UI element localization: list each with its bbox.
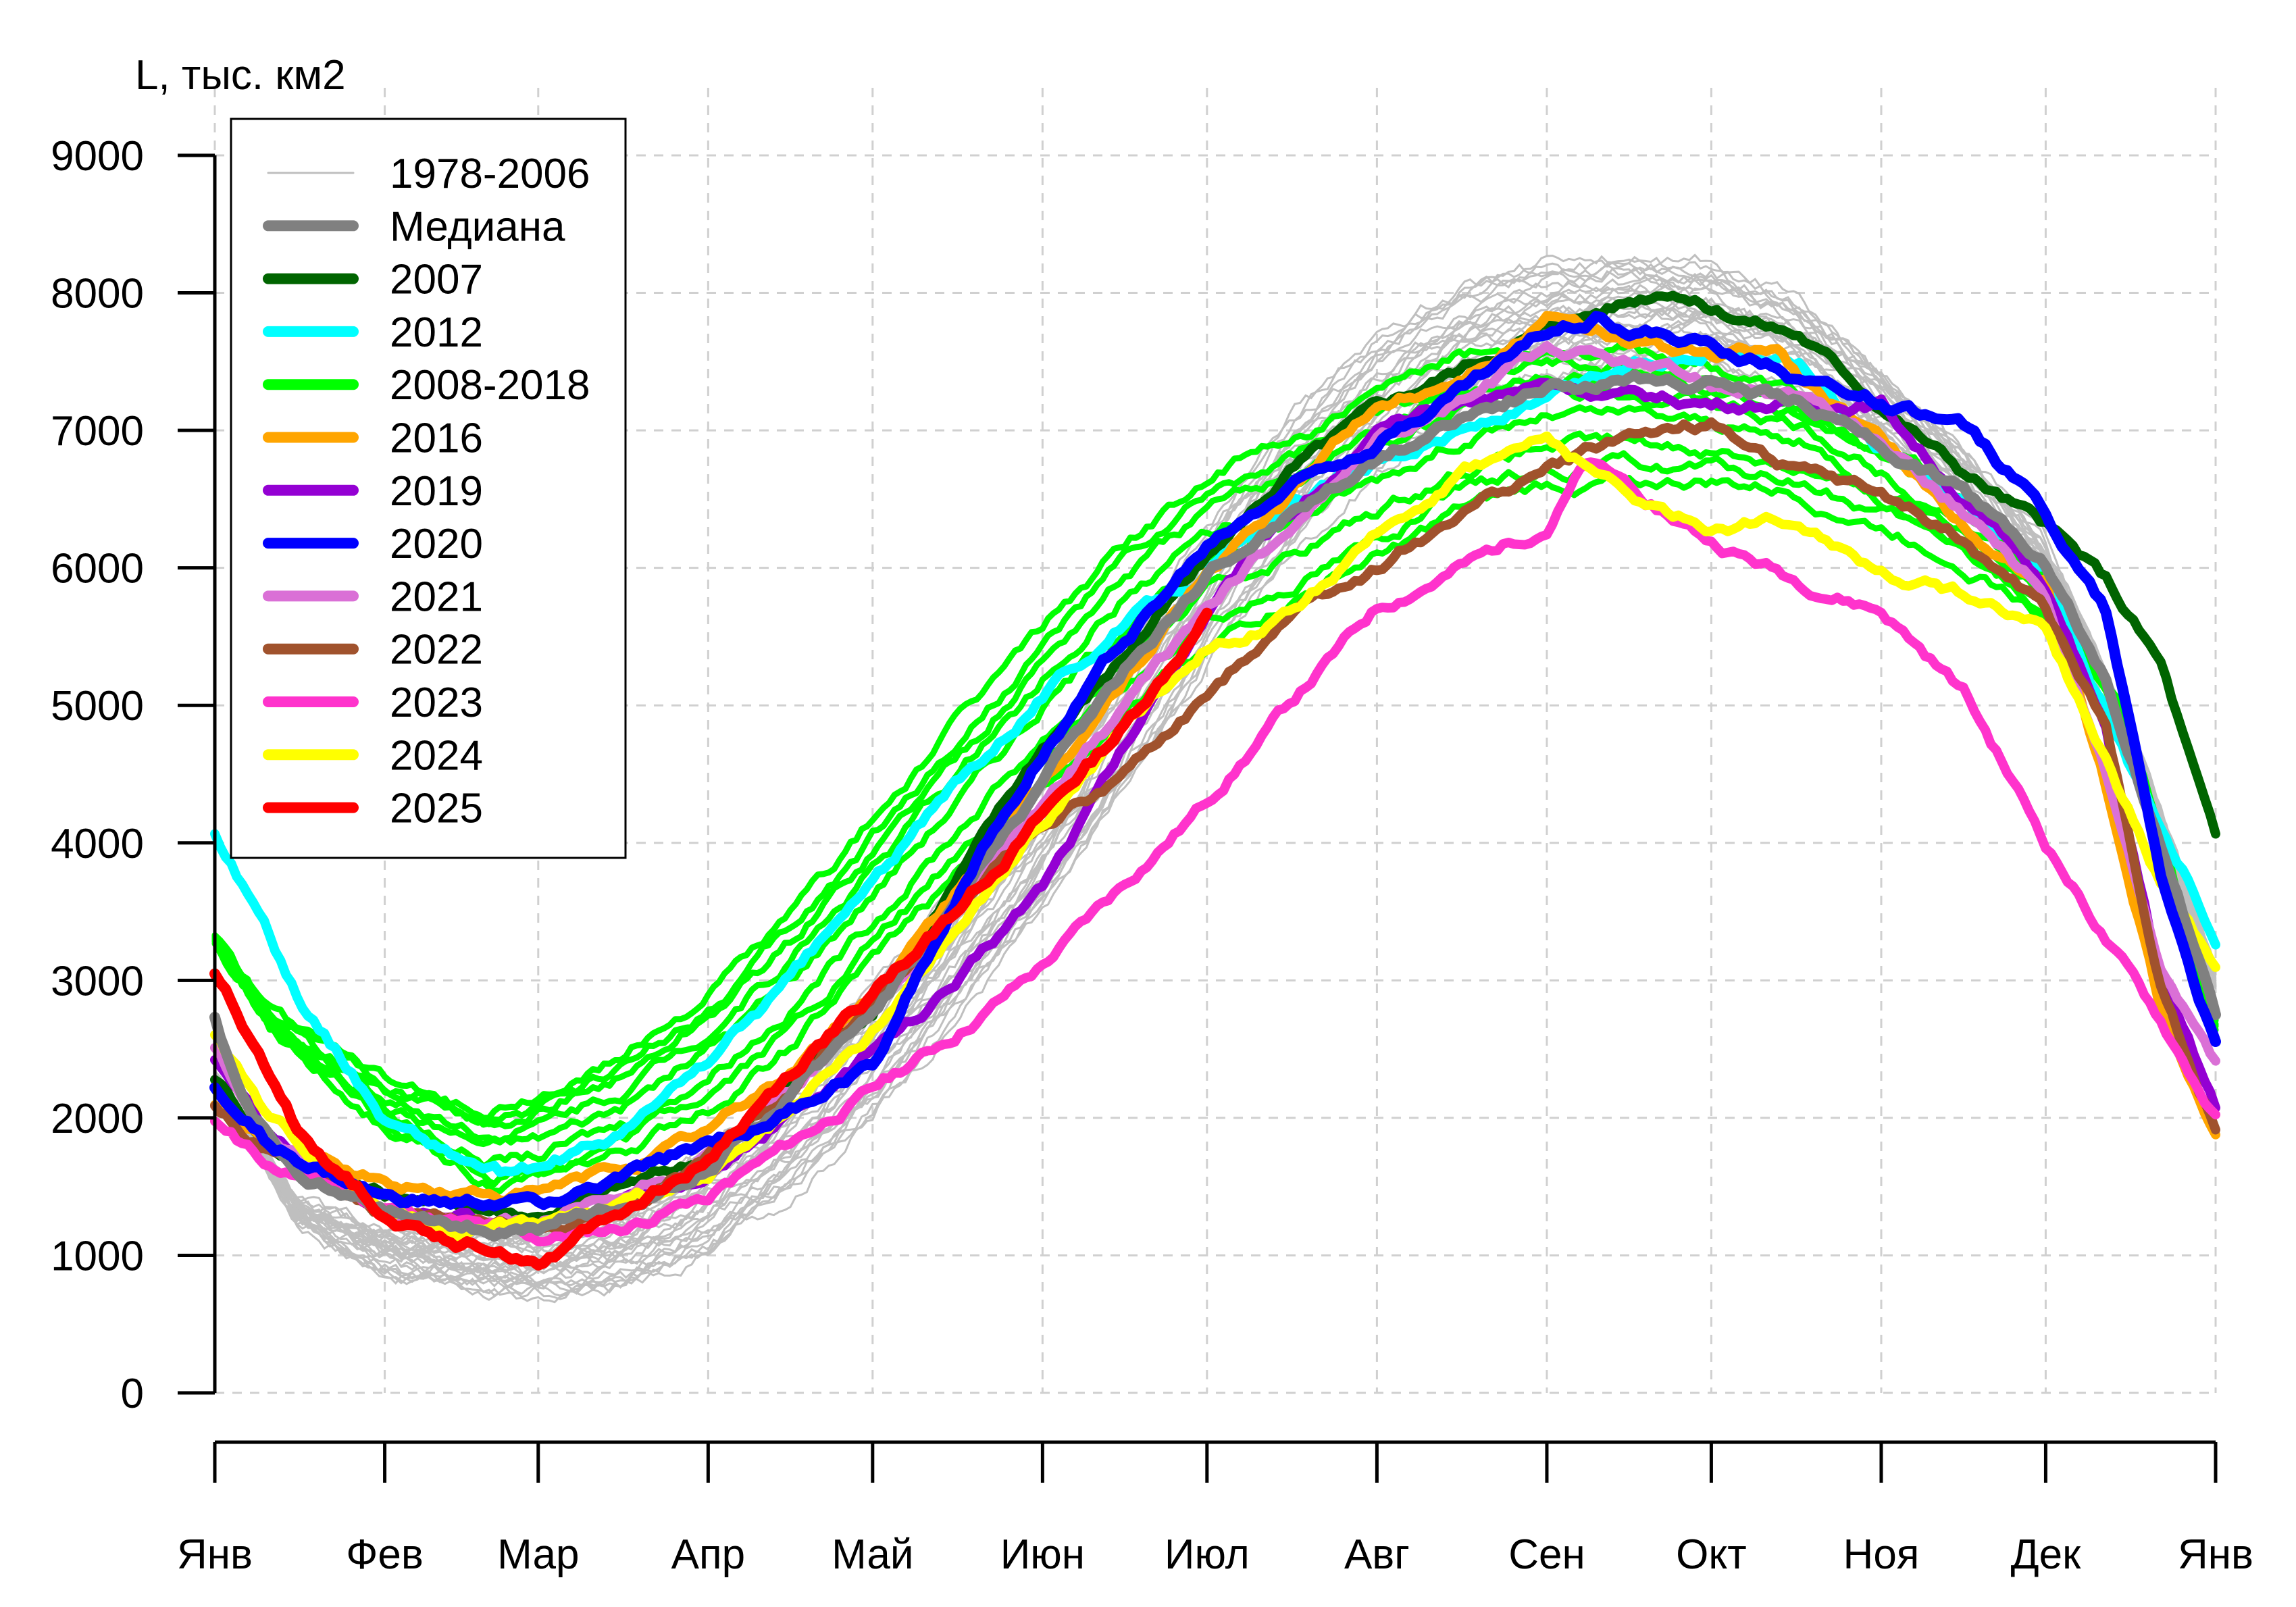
legend-label: 2025 [390,786,483,832]
legend-label: 2012 [390,309,483,356]
y-tick-label: 1000 [51,1233,144,1279]
legend-label: 2024 [390,732,483,779]
legend-label: 2023 [390,680,483,726]
series-line-11 [209,607,1213,1271]
x-tick-label: Сен [1508,1531,1585,1578]
legend-label: 2019 [390,468,483,515]
legend-label: 2008-2018 [390,362,590,409]
legend-label: 2022 [390,627,483,673]
x-tick-label: Авг [1344,1531,1410,1578]
series-line-0 [209,369,2221,1242]
y-tick-label: 0 [121,1371,144,1417]
x-tick-label: Июл [1165,1531,1250,1578]
x-tick-label: Апр [671,1531,745,1578]
axes: 0 1000 2000 3000 4000 5000 6000 7000 8000 9000 Янв… [51,133,2253,1578]
x-tick-label: Дек [2011,1531,2081,1578]
legend: 1978-2006 Медиана 2007 2012 2008-2018 2016 201… [230,118,627,859]
legend-label: 2020 [390,521,483,567]
y-tick-label: 9000 [51,133,144,180]
series-line-9 [210,457,2220,1247]
x-tick-label: Окт [1676,1531,1746,1578]
series-line-6 [209,311,2221,1212]
y-tick-label: 5000 [51,683,144,730]
legend-label: 1978-2006 [390,151,590,197]
x-tick-label: Ноя [1843,1531,1920,1578]
y-tick-label: 4000 [51,821,144,867]
series-lines [209,290,2221,1271]
legend-label: 2007 [390,257,483,303]
y-tick-label: 3000 [51,958,144,1004]
y-tick-label: 7000 [51,408,144,455]
y-tick-label: 2000 [51,1096,144,1142]
background-line-27 [213,256,2217,1251]
y-axis-label: L, тыс. км2 [135,52,346,99]
x-tick-label: Мар [497,1531,579,1578]
series-line-2008-2018-4 [211,450,2219,1188]
x-tick-label: Янв [2178,1531,2253,1578]
series-line-2008-2018-1 [211,367,2219,1127]
x-tick-label: Фев [346,1531,424,1578]
y-tick-label: 8000 [51,271,144,317]
legend-label: 2016 [390,415,483,462]
x-tick-label: Июн [1000,1531,1085,1578]
y-tick-label: 6000 [51,546,144,592]
legend-label: 2021 [390,573,483,620]
legend-label: Медиана [390,203,565,250]
x-tick-label: Янв [177,1531,253,1578]
x-tick-label: Май [832,1531,913,1578]
